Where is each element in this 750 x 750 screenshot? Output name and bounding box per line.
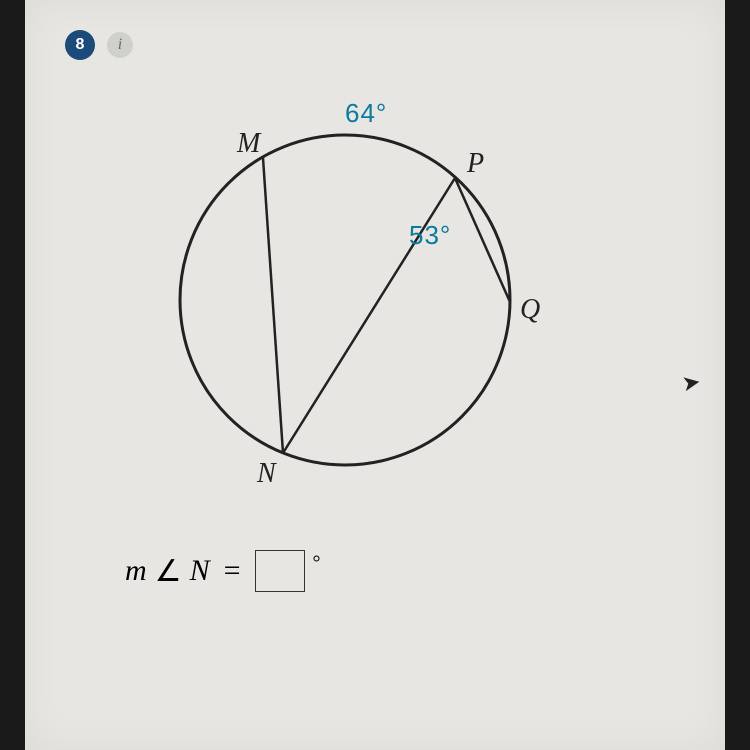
main-circle bbox=[180, 135, 510, 465]
label-N: N bbox=[256, 458, 277, 489]
measure-m: m bbox=[125, 554, 147, 588]
degree-unit: ° bbox=[313, 552, 321, 575]
chord-PQ bbox=[455, 178, 510, 302]
answer-input[interactable] bbox=[255, 550, 305, 592]
equals-sign: = bbox=[224, 554, 241, 588]
worksheet-page: 8 i M P Q N 64° 53° m ∠ N = ° bbox=[25, 0, 725, 750]
info-icon[interactable]: i bbox=[107, 32, 133, 58]
problem-number-badge: 8 bbox=[65, 30, 95, 60]
chord-MN bbox=[263, 158, 283, 453]
label-Q: Q bbox=[520, 294, 540, 325]
label-M: M bbox=[236, 128, 262, 159]
problem-header: 8 i bbox=[65, 30, 685, 60]
mouse-cursor-icon: ➤ bbox=[679, 369, 702, 398]
angle-symbol: ∠ bbox=[155, 554, 182, 589]
problem-number-text: 8 bbox=[76, 36, 85, 54]
arc-MP-label: 64° bbox=[345, 98, 387, 128]
angle-var: N bbox=[190, 554, 210, 588]
question-expression: m ∠ N = ° bbox=[125, 550, 685, 592]
angle-NPQ-label: 53° bbox=[409, 220, 451, 250]
circle-diagram: M P Q N 64° 53° bbox=[145, 80, 685, 510]
label-P: P bbox=[466, 148, 484, 179]
geometry-svg: M P Q N 64° 53° bbox=[145, 80, 585, 510]
info-symbol: i bbox=[118, 36, 122, 54]
